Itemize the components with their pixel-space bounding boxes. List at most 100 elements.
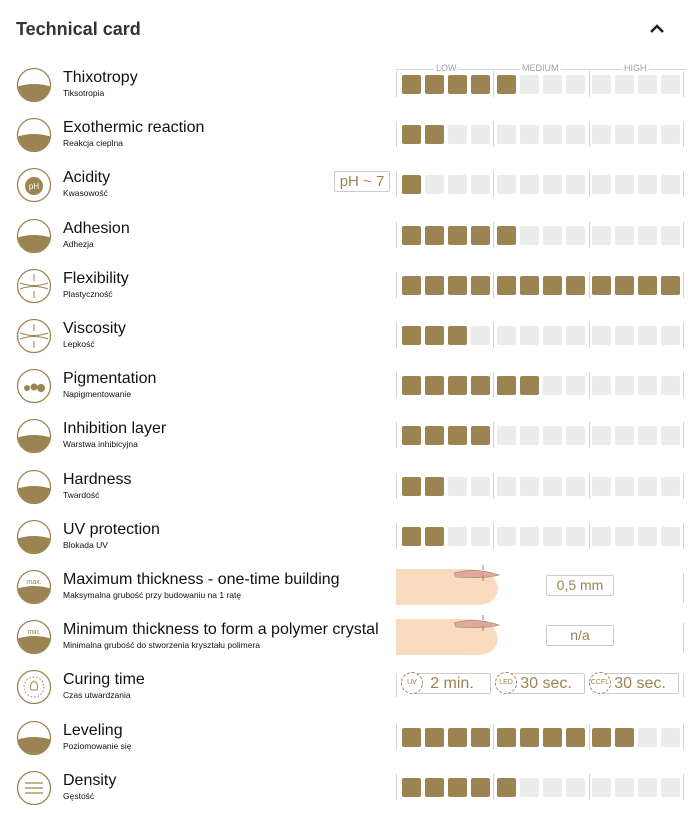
level-square <box>497 376 516 396</box>
level-bar <box>396 422 686 449</box>
level-square <box>661 125 680 145</box>
level-square <box>638 175 657 195</box>
level-square <box>592 426 611 446</box>
level-bar <box>396 271 686 298</box>
level-square <box>497 75 516 94</box>
level-square <box>661 376 680 396</box>
scale-divider <box>493 422 494 449</box>
ph-badge: pH ~ 7 <box>334 171 390 193</box>
heat-icon <box>16 118 52 153</box>
level-square <box>661 476 680 496</box>
level-square <box>425 75 444 94</box>
row-subtitle: Maksymalna grubość przy budowaniu na 1 r… <box>63 590 242 600</box>
level-square <box>615 326 634 345</box>
row-name: Pigmentation <box>63 370 157 388</box>
level-square <box>661 526 680 546</box>
max-thickness-icon: max. <box>16 569 52 605</box>
scale-divider <box>589 472 590 499</box>
level-square <box>471 476 490 496</box>
level-square <box>543 326 562 345</box>
row-name: Minimum thickness to form a polymer crys… <box>63 621 379 639</box>
level-bar <box>396 71 686 97</box>
level-square <box>566 727 585 747</box>
level-square <box>471 727 490 747</box>
level-square <box>520 426 539 446</box>
scale-divider <box>589 121 590 148</box>
row-name: Viscosity <box>63 320 126 337</box>
scale-divider <box>493 472 494 499</box>
level-square <box>543 727 562 747</box>
scale-divider <box>683 522 684 549</box>
level-square <box>592 125 611 145</box>
scale-divider <box>396 422 397 449</box>
level-square <box>425 225 444 245</box>
level-square <box>520 476 539 496</box>
level-square <box>543 125 562 145</box>
level-square <box>615 125 634 145</box>
level-square <box>471 275 490 295</box>
scale-divider <box>493 372 494 399</box>
level-square <box>448 75 467 94</box>
level-square <box>497 275 516 295</box>
row-subtitle: Kwasowość <box>63 188 108 199</box>
thickness-value: n/a <box>546 625 614 647</box>
pigment-drops-icon <box>16 369 52 404</box>
level-square <box>520 125 539 145</box>
level-bar <box>396 322 686 348</box>
row-adhesion: Adhesion Adhezja <box>0 218 699 268</box>
level-square <box>448 125 467 145</box>
scale-divider <box>683 271 684 298</box>
level-square <box>592 225 611 245</box>
scale-divider <box>493 171 494 198</box>
level-square <box>402 426 421 446</box>
scale-divider <box>396 322 397 348</box>
row-hardness: Hardness Twardość <box>0 469 699 519</box>
scale-divider <box>396 522 397 549</box>
level-square <box>566 376 585 396</box>
scale-divider <box>683 71 684 97</box>
scale-divider <box>683 372 684 399</box>
level-square <box>471 326 490 345</box>
level-square <box>425 526 444 546</box>
level-square <box>566 275 585 295</box>
scale-divider <box>396 773 397 800</box>
level-square <box>520 326 539 345</box>
level-square <box>615 476 634 496</box>
level-square <box>615 75 634 94</box>
level-square <box>615 175 634 195</box>
scale-divider <box>589 422 590 449</box>
level-square <box>402 727 421 747</box>
level-square <box>402 376 421 396</box>
scale-divider <box>493 723 494 750</box>
level-square <box>448 777 467 797</box>
row-name: Inhibition layer <box>63 420 167 438</box>
level-square <box>471 426 490 446</box>
thixotropy-icon <box>16 67 52 103</box>
scale-divider <box>683 623 684 654</box>
level-square <box>543 426 562 446</box>
level-square <box>471 175 490 195</box>
scale-divider <box>493 121 494 148</box>
scale-divider <box>396 271 397 298</box>
level-square <box>448 376 467 396</box>
level-square <box>425 125 444 145</box>
level-square <box>425 777 444 797</box>
scale-divider <box>396 221 397 248</box>
curing-time: 30 sec. <box>601 673 679 695</box>
row-density: Density Gęstość <box>0 770 699 820</box>
inhibition-layer-icon <box>16 419 52 454</box>
scale-divider <box>683 472 684 499</box>
lamp-badge: UV <box>401 672 423 695</box>
chevron-up-icon[interactable] <box>648 20 666 38</box>
level-square <box>471 225 490 245</box>
scale-divider <box>589 171 590 198</box>
row-subtitle: Gęstość <box>63 790 95 801</box>
level-square <box>566 426 585 446</box>
adhesion-icon <box>16 218 52 253</box>
level-square <box>497 777 516 797</box>
density-icon <box>16 770 52 805</box>
level-square <box>425 326 444 345</box>
scale-divider <box>683 673 684 698</box>
row-flexibility: Flexibility Plastyczność <box>0 268 699 318</box>
level-square <box>543 526 562 546</box>
